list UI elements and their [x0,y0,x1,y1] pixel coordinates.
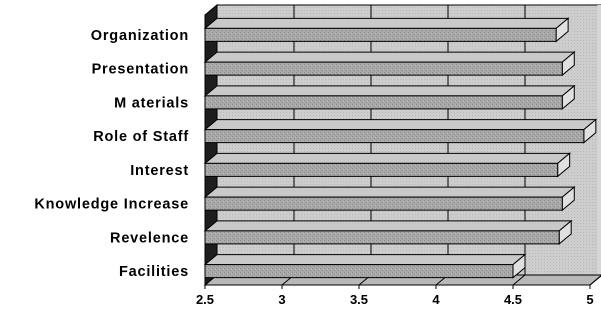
bar [203,51,576,77]
category-label: Knowledge Increase [34,197,189,213]
bar-top-face [203,254,527,266]
bar-front-face [204,129,585,144]
x-tick-label: 3 [278,292,285,307]
floor-gridline [589,275,601,286]
bar [203,253,527,279]
bar [203,186,576,212]
bar-front-face [204,95,563,110]
bar-top-face [203,186,576,198]
bar-front-face [204,230,560,245]
bar [203,118,598,144]
category-label: Organization [91,28,189,44]
category-label: Interest [130,163,189,179]
bar [203,219,573,245]
bar-top-face [203,220,573,232]
x-tick-label: 2.5 [196,292,214,307]
category-label: Revelence [110,230,189,246]
chart-bars [203,17,598,279]
floor-gridline [512,274,526,286]
x-tick-label: 4 [432,292,440,307]
bar-top-face [203,17,570,29]
bar-front-face [204,27,557,42]
category-label: Presentation [92,62,189,78]
back-wall-highlight [597,5,601,275]
category-label: M aterials [114,95,189,111]
bar [203,152,572,178]
bar-front-face [204,196,563,211]
bar-top-face [203,51,576,63]
x-axis-ticks: 2.5 3 3.5 4 4.5 5 [196,284,594,307]
bar-top-face [203,85,576,97]
x-tick-label: 5 [586,292,593,307]
category-label: Facilities [119,264,189,280]
bar-front-face [204,61,563,76]
category-labels: Organization Presentation M aterials Role o… [34,28,189,280]
bar-front-face [204,264,514,279]
category-label: Role of Staff [93,129,189,145]
bar-top-face [203,119,598,131]
bar [203,84,576,110]
bar-front-face [204,162,559,177]
x-tick-label: 4.5 [504,292,522,307]
x-tick-label: 3.5 [350,292,368,307]
bar [203,17,570,43]
bar-top-face [203,152,572,164]
